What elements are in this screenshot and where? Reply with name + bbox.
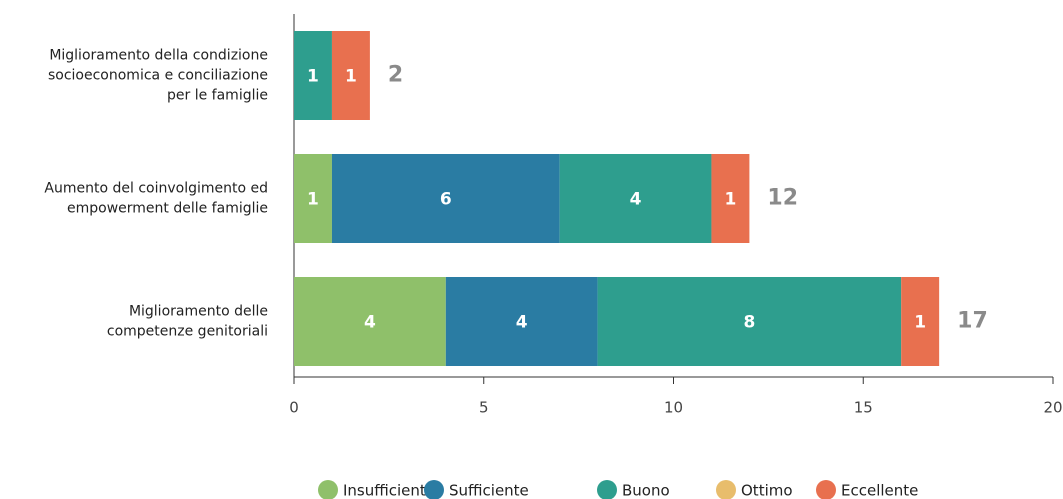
- category-label: Miglioramento delle: [129, 304, 268, 320]
- x-tick-label: 20: [1043, 399, 1062, 417]
- bar-segment: [559, 154, 712, 243]
- segment-label: 4: [630, 190, 642, 210]
- bar-segment: [294, 277, 446, 366]
- category-label: empowerment delle famiglie: [67, 201, 268, 217]
- category-label: Aumento del coinvolgimento ed: [44, 181, 268, 197]
- legend-swatch: [816, 480, 836, 499]
- bar-segment: [901, 277, 940, 366]
- bar-segment: [331, 31, 370, 120]
- category-label: socioeconomica e conciliazione: [48, 68, 268, 84]
- x-tick-label: 5: [479, 399, 489, 417]
- bar-segment: [445, 277, 598, 366]
- legend-label: Ottimo: [741, 482, 793, 499]
- segment-label: 4: [364, 313, 376, 333]
- bar-segment: [294, 154, 332, 243]
- segment-label: 1: [307, 67, 319, 87]
- legend-swatch: [716, 480, 736, 499]
- legend-label: Insufficiente: [343, 482, 435, 499]
- category-label: Miglioramento della condizione: [49, 48, 268, 64]
- legend-swatch: [424, 480, 444, 499]
- segment-label: 1: [725, 190, 737, 210]
- legend-swatch: [318, 480, 338, 499]
- bar-segment: [294, 31, 332, 120]
- segment-label: 1: [345, 67, 357, 87]
- total-label: 2: [388, 63, 403, 88]
- category-label: per le famiglie: [167, 88, 268, 104]
- legend-swatch: [597, 480, 617, 499]
- total-label: 17: [957, 309, 988, 334]
- bar-segment: [597, 277, 902, 366]
- segment-label: 4: [516, 313, 528, 333]
- segment-label: 6: [440, 190, 452, 210]
- segment-label: 1: [307, 190, 319, 210]
- legend-label: Buono: [622, 482, 670, 499]
- bar-segment: [711, 154, 750, 243]
- segment-label: 8: [743, 313, 755, 333]
- legend-label: Sufficiente: [449, 482, 529, 499]
- total-label: 12: [767, 186, 798, 211]
- legend-label: Eccellente: [841, 482, 918, 499]
- x-tick-label: 15: [854, 399, 873, 417]
- category-label: competenze genitoriali: [107, 324, 268, 340]
- bar-segment: [331, 154, 560, 243]
- segment-label: 1: [914, 313, 926, 333]
- x-tick-label: 10: [664, 399, 683, 417]
- x-tick-label: 0: [289, 399, 299, 417]
